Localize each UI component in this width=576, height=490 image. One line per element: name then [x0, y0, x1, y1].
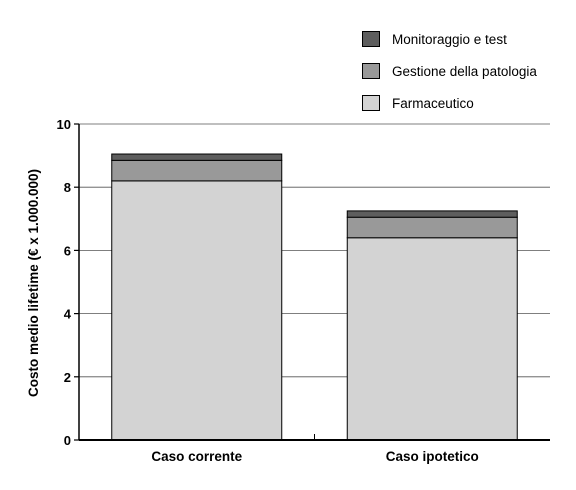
axes-group	[74, 123, 550, 441]
y-tick-labels: 0 2 4 6 8 10	[57, 117, 72, 448]
legend-item-gestione: Gestione della patologia	[362, 60, 537, 82]
y-tick-label: 8	[64, 180, 71, 195]
bar-segment-1-1	[346, 216, 518, 239]
y-tick-label: 10	[57, 117, 71, 132]
legend-label-farmaceutico: Farmaceutico	[392, 95, 474, 111]
bar-segment-0-1	[111, 159, 283, 182]
legend-swatch-gestione	[362, 63, 380, 79]
legend-label-gestione: Gestione della patologia	[392, 63, 537, 79]
x-category-label: Caso corrente	[151, 449, 242, 464]
y-tick-label: 2	[64, 370, 71, 385]
bar-segment-0-0	[111, 180, 283, 441]
legend-label-monitoraggio: Monitoraggio e test	[392, 31, 507, 47]
y-tick-label: 4	[64, 307, 72, 322]
bar-segment-0-2	[111, 153, 283, 161]
bars-group	[111, 153, 518, 441]
legend-item-farmaceutico: Farmaceutico	[362, 92, 537, 114]
legend-swatch-monitoraggio	[362, 31, 380, 47]
y-axis-label: Costo medio lifetime (€ x 1.000.000)	[26, 169, 41, 397]
x-category-label: Caso ipotetico	[386, 449, 479, 464]
legend-swatch-farmaceutico	[362, 95, 380, 111]
legend: Monitoraggio e test Gestione della patol…	[362, 28, 537, 124]
x-category-labels: Caso corrente Caso ipotetico	[151, 449, 478, 464]
y-tick-label: 0	[64, 433, 71, 448]
bar-segment-1-0	[346, 237, 518, 441]
y-tick-label: 6	[64, 243, 71, 258]
bar-segment-1-2	[346, 210, 518, 218]
legend-item-monitoraggio: Monitoraggio e test	[362, 28, 537, 50]
